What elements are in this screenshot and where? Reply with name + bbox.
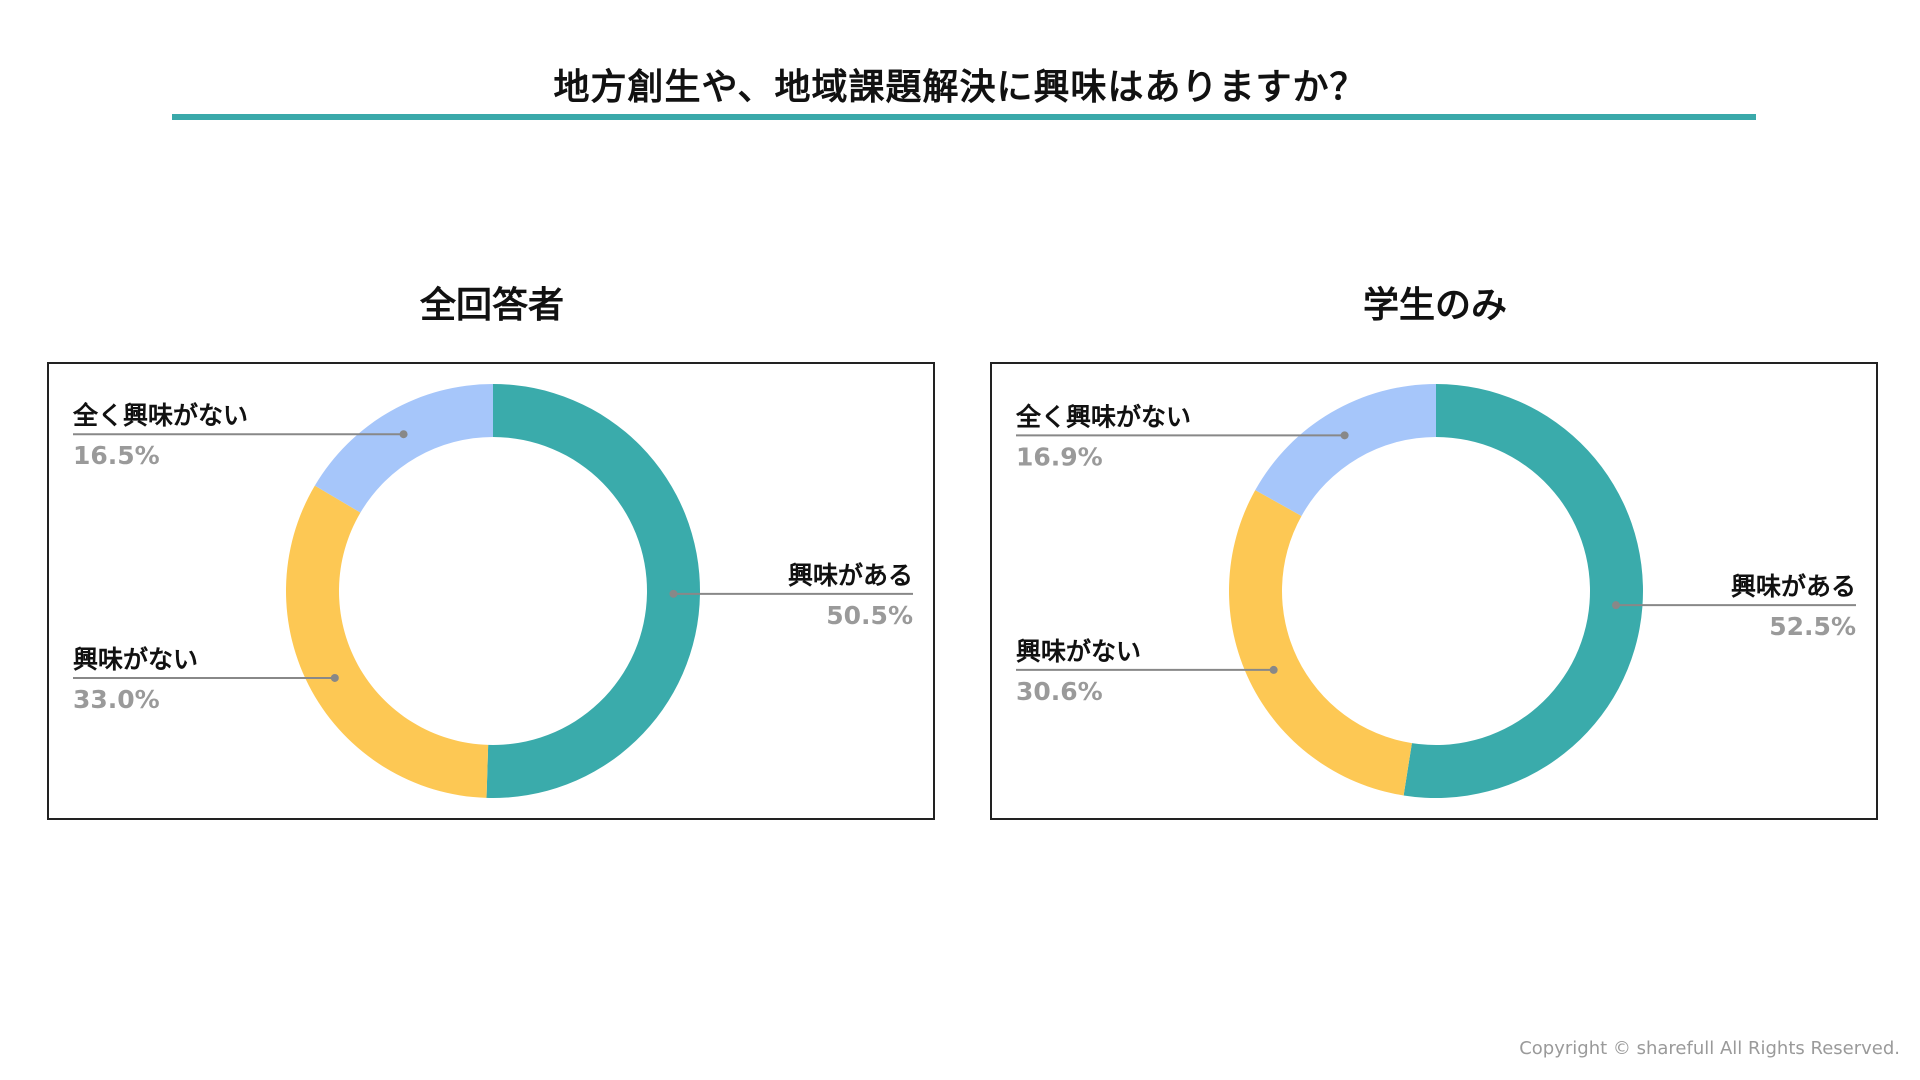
donut-slice-not-interested [1229,490,1412,796]
donut-svg-all-respondents: 興味がある 50.5% 興味がない 33.0% 全く興味がない 16.5% [72,384,913,799]
donut-chart-students-only: 興味がある 52.5% 興味がない 30.6% 全く興味がない 16.9% [990,362,1878,820]
slice-value-not-interested-at-all: 16.5% [73,441,160,470]
slice-label-not-interested: 興味がない [1016,637,1141,666]
leader-dot-not-interested [330,673,339,682]
slice-value-interested: 50.5% [826,601,913,630]
leader-dot-not-interested-at-all [1340,431,1349,440]
copyright-text: Copyright © sharefull All Rights Reserve… [1519,1038,1900,1059]
donut-slice-not-interested-at-all [1255,384,1436,516]
slice-label-not-interested-at-all: 全く興味がない [1015,402,1191,431]
slice-label-not-interested: 興味がない [73,645,198,674]
donut-slice-interested [486,384,701,799]
leader-dot-not-interested [1269,665,1278,674]
slice-label-not-interested-at-all: 全く興味がない [72,401,248,430]
chart-title-all-respondents: 全回答者 [419,285,564,326]
slice-label-interested: 興味がある [1731,572,1856,601]
donut-svg-students-only: 興味がある 52.5% 興味がない 30.6% 全く興味がない 16.9% [1015,384,1856,798]
slice-value-not-interested-at-all: 16.9% [1016,442,1103,471]
slice-label-interested: 興味がある [788,561,913,590]
donut-chart-all-respondents: 興味がある 50.5% 興味がない 33.0% 全く興味がない 16.5% [47,362,935,820]
leader-dot-interested [669,589,678,598]
chart-title-students-only: 学生のみ [1362,285,1507,326]
slice-value-interested: 52.5% [1769,612,1856,641]
donut-slice-not-interested [286,485,489,798]
slice-value-not-interested: 30.6% [1016,677,1103,706]
leader-dot-not-interested-at-all [399,430,408,439]
donut-slice-not-interested-at-all [314,384,493,513]
title-underline [172,114,1756,120]
page-title: 地方創生や、地域課題解決に興味はありますか？ [553,67,1367,108]
slice-value-not-interested: 33.0% [73,685,160,714]
leader-dot-interested [1611,601,1620,610]
donut-slice-interested [1403,384,1643,798]
